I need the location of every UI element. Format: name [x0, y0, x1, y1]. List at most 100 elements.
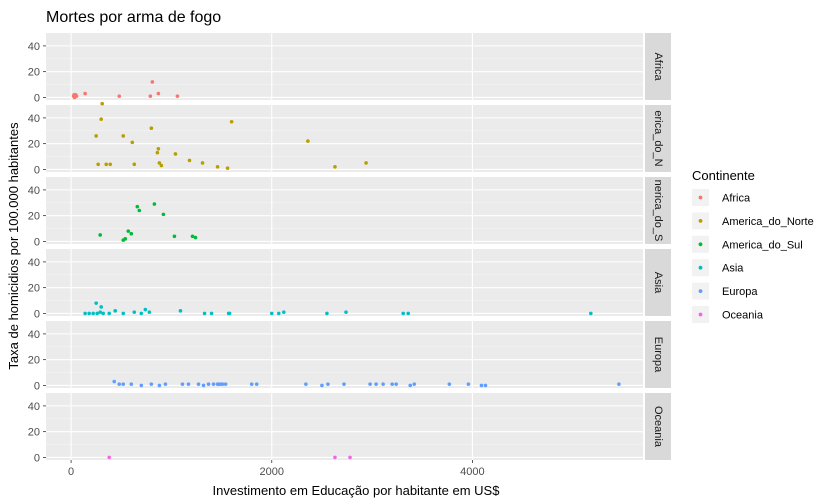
x-tick-label: 0	[68, 466, 74, 478]
panel-background	[46, 33, 643, 100]
data-point	[87, 311, 91, 316]
data-point	[98, 310, 102, 314]
data-point	[172, 234, 177, 239]
y-tick-label: 40	[28, 185, 40, 197]
legend-marker	[698, 219, 703, 223]
data-point	[112, 379, 117, 384]
data-point	[150, 80, 155, 84]
facet-strip	[645, 321, 671, 388]
facet-panel-america-do-sul: 0 20 40 nerica_do_S	[28, 177, 671, 248]
facet-strip	[645, 177, 671, 244]
data-point	[333, 165, 337, 169]
y-tick-label: 0	[34, 236, 40, 248]
x-axis-title: Investimento em Educação por habitante e…	[213, 483, 501, 498]
data-point	[187, 158, 192, 163]
data-point	[589, 311, 593, 316]
data-point	[178, 309, 183, 313]
data-point	[333, 455, 337, 460]
data-point	[348, 455, 352, 460]
data-point	[220, 382, 225, 386]
data-point	[206, 382, 211, 386]
data-point	[186, 382, 191, 386]
data-point	[123, 237, 128, 241]
data-point	[94, 134, 98, 138]
data-point	[479, 383, 484, 388]
legend-marker	[698, 242, 703, 247]
y-tick-label: 0	[34, 164, 40, 176]
data-point	[163, 382, 168, 386]
data-point	[152, 202, 157, 206]
legend-label: Asia	[722, 263, 744, 275]
data-point	[269, 311, 274, 316]
data-point	[344, 310, 348, 314]
data-point	[148, 94, 153, 98]
data-point	[320, 383, 324, 388]
legend-label: Europa	[722, 286, 758, 298]
data-point	[129, 382, 134, 386]
data-point	[466, 382, 471, 386]
data-point	[374, 382, 378, 386]
data-point	[94, 301, 98, 305]
facet-strip	[645, 105, 671, 172]
data-point	[121, 382, 126, 386]
legend-item: Asia	[692, 259, 744, 277]
data-point	[175, 94, 180, 98]
legend-item: America_do_Norte	[692, 212, 814, 230]
points	[98, 202, 198, 242]
data-point	[223, 382, 228, 386]
data-point	[196, 382, 201, 386]
y-axis-title: Taxa de homicidios por 100.000 habitante…	[6, 122, 21, 370]
legend-label: America_do_Sul	[722, 239, 803, 251]
legend-label: Africa	[722, 193, 751, 205]
data-point	[211, 382, 216, 386]
facet-panel-africa: 0 20 40 Africa	[28, 33, 671, 104]
y-tick-label: 40	[28, 401, 40, 413]
facet-panel-oceania: 0 20 40 Oceania	[28, 393, 671, 464]
data-point	[156, 91, 161, 96]
facet-panel-america-do-norte: 0 20 40 erica_do_N	[28, 101, 671, 176]
panel-background	[46, 105, 643, 172]
data-point	[173, 152, 178, 156]
y-tick-label: 40	[28, 257, 40, 269]
legend-marker	[698, 312, 703, 317]
data-point	[483, 383, 488, 388]
data-point	[83, 311, 87, 316]
data-point	[180, 382, 185, 386]
data-point	[225, 166, 230, 170]
panel-grid	[46, 105, 643, 172]
points	[94, 101, 368, 170]
y-tick-label: 0	[34, 308, 40, 320]
data-point	[113, 309, 118, 313]
data-point	[139, 311, 144, 316]
data-point	[326, 382, 330, 386]
x-tick-label: 2000	[260, 466, 284, 478]
data-point	[381, 382, 385, 386]
data-point	[157, 161, 162, 165]
legend-label: Oceania	[722, 310, 764, 322]
points	[71, 80, 180, 100]
legend-items: Africa America_do_Norte America_do_Sul Asia…	[692, 189, 814, 323]
y-tick-label: 0	[34, 380, 40, 392]
data-point	[227, 311, 232, 316]
data-point	[143, 307, 148, 312]
data-point	[95, 311, 99, 316]
data-point	[401, 311, 405, 316]
facet-panels: 0 20 40 Africa 0 20 40 erica_do_N 0 20 40 nerica_do…	[28, 33, 671, 478]
legend-item: America_do_Sul	[692, 235, 803, 253]
panel-background	[46, 249, 643, 316]
data-point	[229, 119, 234, 124]
legend-item: Oceania	[692, 306, 764, 323]
legend-item: Europa	[692, 282, 758, 300]
panel-grid	[46, 33, 643, 100]
y-tick-label: 0	[34, 92, 40, 104]
x-tick-label: 4000	[460, 466, 484, 478]
data-point	[126, 229, 131, 233]
panel-background	[46, 393, 643, 460]
data-point	[121, 311, 126, 316]
y-tick-label: 40	[28, 41, 40, 53]
data-point	[139, 383, 144, 388]
y-tick-label: 20	[28, 355, 40, 367]
points	[107, 455, 352, 460]
data-point	[412, 382, 417, 386]
